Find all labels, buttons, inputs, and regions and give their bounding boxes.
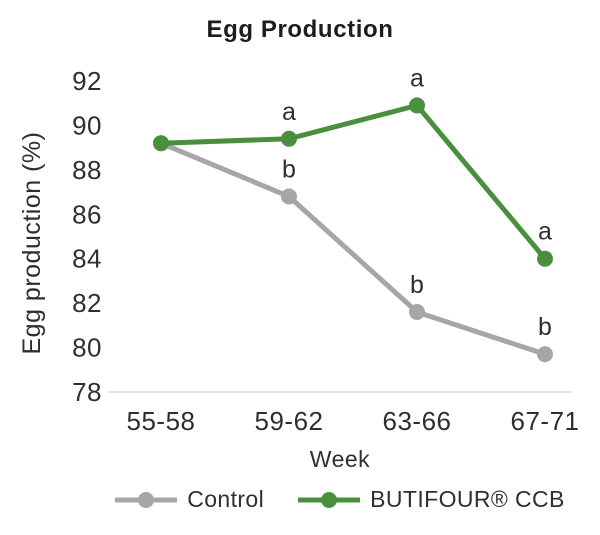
x-axis-title: Week	[309, 446, 371, 472]
data-point-marker	[281, 188, 297, 205]
legend-label-control: Control	[187, 486, 265, 512]
y-tick-label: 86	[72, 199, 102, 229]
significance-label: b	[538, 313, 552, 341]
data-point-marker	[409, 304, 425, 321]
y-tick-label: 82	[72, 288, 102, 318]
chart-title: Egg Production	[206, 16, 394, 43]
y-tick-label: 92	[72, 66, 102, 96]
butifour-ccb-line-marker-icon	[298, 491, 361, 508]
data-point-marker	[537, 250, 553, 267]
x-tick-label: 55-58	[127, 406, 196, 436]
data-point-marker	[409, 97, 425, 114]
data-point-marker	[153, 135, 169, 152]
y-tick-label: 78	[72, 377, 102, 407]
significance-label: a	[282, 98, 296, 126]
x-tick-label: 59-62	[255, 406, 324, 436]
legend-label-butifour-ccb: BUTIFOUR® CCB	[370, 486, 565, 512]
y-tick-label: 88	[72, 155, 102, 185]
significance-label: b	[282, 156, 296, 184]
legend-item-butifour-ccb: BUTIFOUR® CCB	[298, 486, 565, 513]
x-tick-label: 63-66	[383, 406, 452, 436]
significance-label: a	[538, 218, 552, 246]
x-tick-label: 67-71	[511, 406, 580, 436]
data-point-marker	[281, 130, 297, 147]
legend-item-control: Control	[115, 486, 264, 513]
y-tick-label: 90	[72, 110, 102, 140]
series-line-0	[158, 140, 548, 357]
plot-area: 78 80 82 84 86 88 90 92 55-58 59-62 63-66 67-71 b b b a…	[72, 64, 580, 436]
y-tick-label: 84	[72, 244, 102, 274]
y-tick-label: 80	[72, 333, 102, 363]
data-point-marker	[537, 346, 553, 363]
control-line-marker-icon	[115, 491, 178, 508]
significance-label: a	[410, 64, 424, 92]
series-line-1	[158, 102, 548, 262]
significance-label: b	[410, 271, 424, 299]
y-axis-title: Egg production (%)	[18, 131, 46, 355]
legend: Control BUTIFOUR® CCB	[80, 486, 600, 513]
